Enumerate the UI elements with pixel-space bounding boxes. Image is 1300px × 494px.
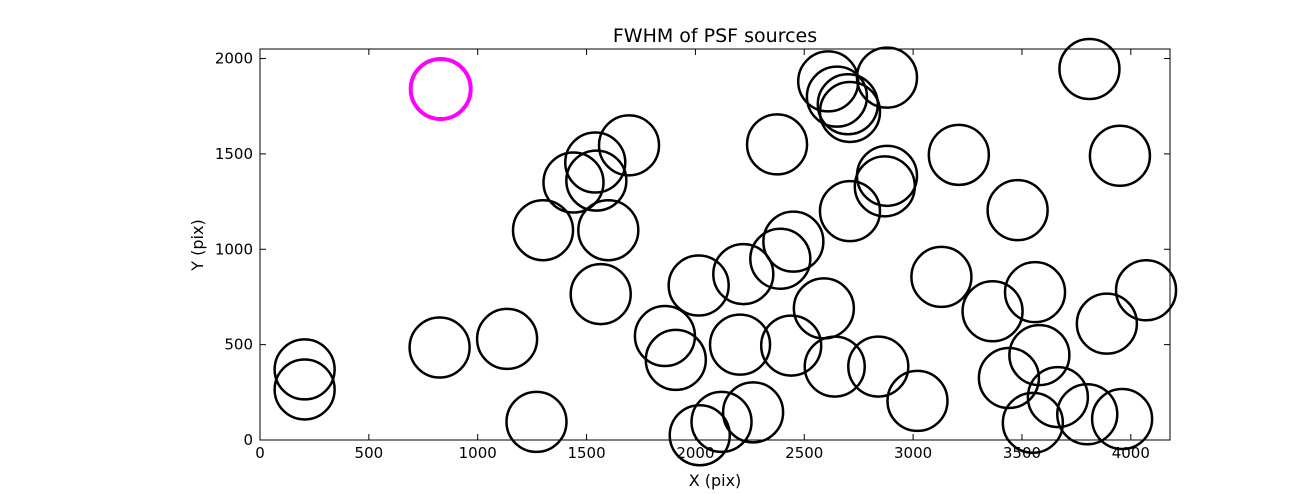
x-tick-label: 2000 bbox=[676, 444, 714, 462]
psf-source-circle bbox=[708, 313, 772, 376]
psf-source-circle bbox=[745, 113, 809, 176]
psf-source-circle bbox=[1001, 391, 1065, 455]
psf-source-circle bbox=[805, 65, 869, 128]
psf-source-circle bbox=[712, 242, 775, 306]
psf-source-circle bbox=[273, 358, 336, 421]
psf-source-circle bbox=[505, 390, 568, 454]
psf-source-circle bbox=[986, 178, 1049, 242]
psf-source-circle bbox=[668, 403, 732, 467]
psf-source-circle bbox=[273, 338, 336, 401]
psf-source-circle bbox=[855, 46, 919, 109]
psf-source-circle bbox=[565, 149, 628, 212]
y-axis-label: Y (pix) bbox=[188, 219, 207, 271]
psf-source-circle bbox=[644, 328, 708, 392]
x-tick-label: 1500 bbox=[567, 444, 605, 462]
y-tick-label: 1500 bbox=[215, 145, 253, 163]
y-tick-label: 500 bbox=[224, 336, 253, 354]
psf-source-circle bbox=[762, 210, 825, 273]
psf-source-circle bbox=[1114, 259, 1178, 322]
psf-source-circle bbox=[886, 369, 949, 433]
x-tick-label: 1000 bbox=[459, 444, 497, 462]
y-tick-label: 2000 bbox=[215, 50, 253, 68]
psf-source-circle bbox=[818, 179, 882, 243]
psf-source-circle bbox=[961, 280, 1024, 343]
psf-source-circle bbox=[1003, 260, 1067, 324]
psf-source-circle bbox=[749, 227, 812, 291]
y-tick-label: 1000 bbox=[215, 240, 253, 258]
psf-source-circle bbox=[1075, 292, 1139, 355]
psf-source-circle bbox=[577, 198, 640, 262]
psf-source-circle bbox=[853, 155, 917, 218]
psf-source-circle bbox=[759, 314, 823, 377]
psf-source-circle bbox=[816, 73, 880, 136]
psf-source-circle bbox=[475, 307, 539, 371]
x-axis-label: X (pix) bbox=[689, 471, 742, 490]
psf-source-circle bbox=[847, 335, 910, 398]
psf-source-circles bbox=[273, 37, 1178, 467]
psf-source-circle bbox=[690, 390, 753, 454]
psf-source-circle bbox=[1056, 383, 1119, 446]
psf-source-circle bbox=[511, 198, 575, 262]
chart-title: FWHM of PSF sources bbox=[613, 25, 817, 47]
psf-source-circle bbox=[1088, 124, 1152, 188]
psf-source-circle bbox=[721, 381, 785, 444]
x-tick-label: 2500 bbox=[785, 444, 823, 462]
highlighted-source-circle bbox=[408, 57, 473, 122]
psf-source-circle bbox=[1026, 365, 1090, 429]
x-tick-label: 500 bbox=[355, 444, 384, 462]
y-tick-label: 0 bbox=[243, 431, 253, 449]
psf-source-circle bbox=[1008, 323, 1071, 387]
psf-source-circle bbox=[564, 131, 627, 194]
psf-source-circle bbox=[1058, 37, 1121, 101]
psf-source-circle bbox=[408, 316, 471, 379]
x-tick-label: 0 bbox=[255, 444, 265, 462]
psf-source-circle bbox=[803, 335, 866, 398]
x-tick-label: 3500 bbox=[1003, 444, 1041, 462]
psf-source-circle bbox=[977, 346, 1041, 410]
psf-source-circle bbox=[569, 262, 632, 326]
psf-source-circle bbox=[667, 254, 730, 317]
psf-source-circle bbox=[597, 114, 661, 177]
psf-source-circle bbox=[542, 151, 605, 214]
psf-source-circle bbox=[910, 245, 973, 309]
x-tick-label: 3000 bbox=[894, 444, 932, 462]
psf-source-circle bbox=[1090, 387, 1154, 451]
psf-source-circle bbox=[927, 123, 991, 187]
